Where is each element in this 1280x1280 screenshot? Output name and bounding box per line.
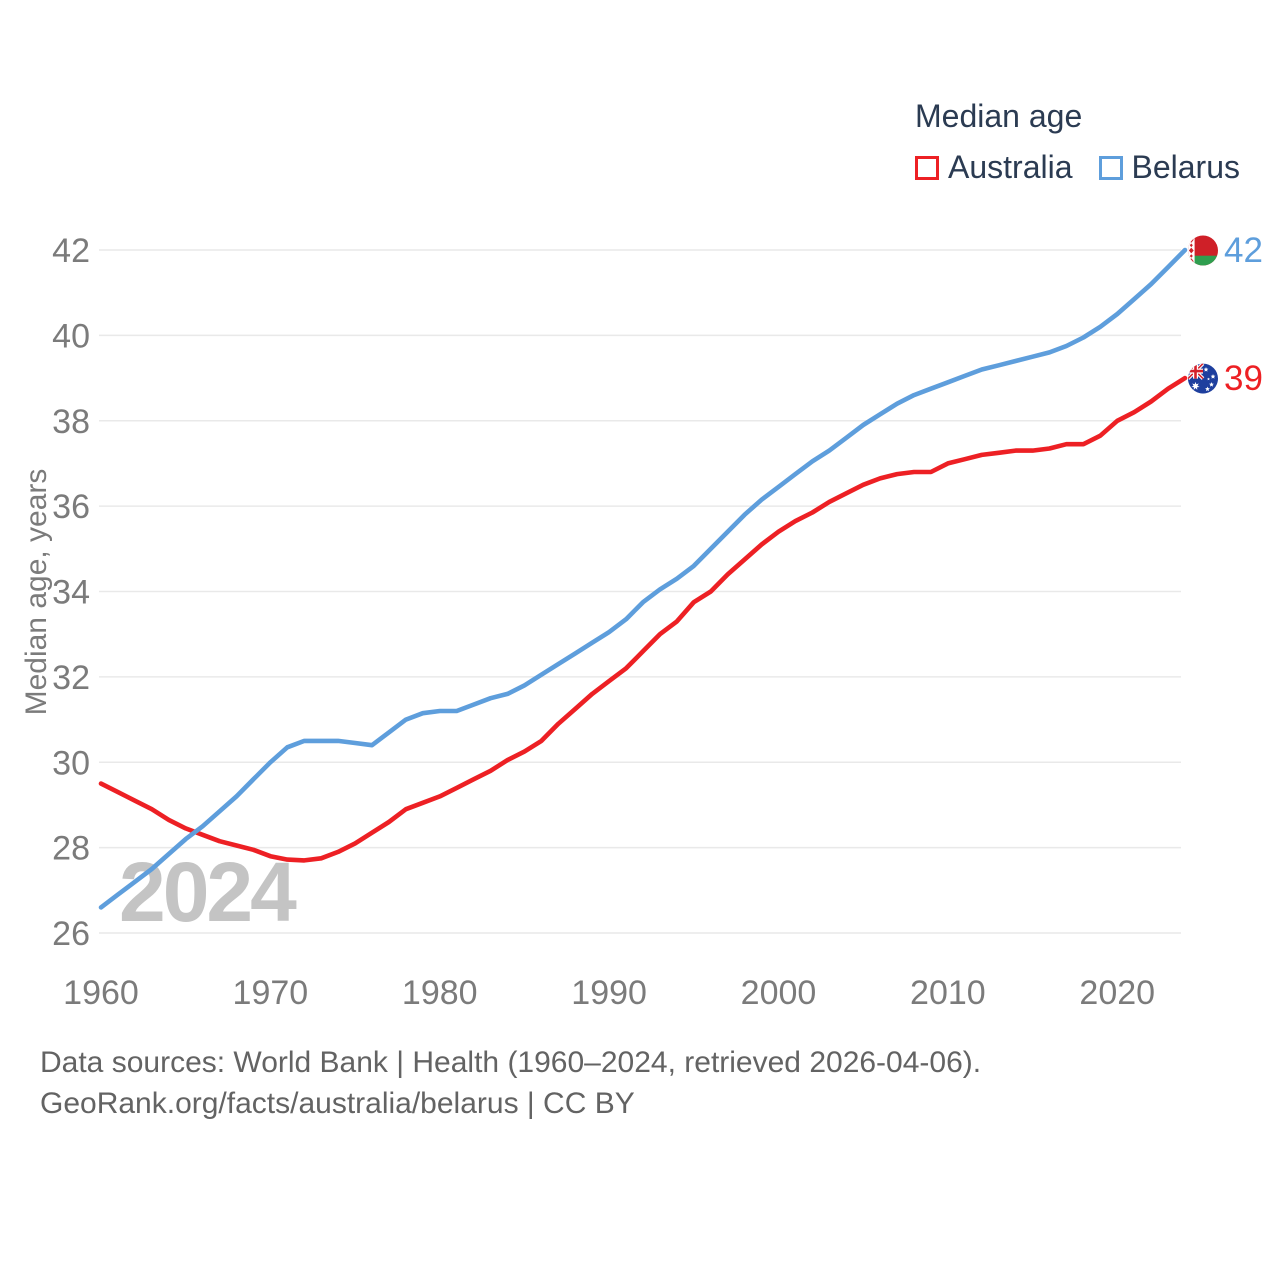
x-tick-1960: 1960 — [63, 974, 139, 1012]
legend: Median age Australia Belarus — [915, 98, 1240, 186]
legend-item-belarus-label: Belarus — [1131, 149, 1241, 185]
x-tick-2010: 2010 — [910, 974, 986, 1012]
x-tick-1990: 1990 — [571, 974, 647, 1012]
y-axis-title: Median age, years — [20, 469, 53, 716]
watermark-text: 2024 — [119, 845, 297, 939]
legend-item-belarus[interactable]: Belarus — [1098, 149, 1241, 186]
data-sources: Data sources: World Bank | Health (1960–… — [40, 1042, 981, 1124]
source-line-1: Data sources: World Bank | Health (1960–… — [40, 1046, 982, 1079]
series-lines — [98, 247, 1188, 910]
end-label-belarus: 42 — [1224, 231, 1263, 270]
y-tick-30: 30 — [52, 744, 90, 782]
y-tick-32: 32 — [52, 659, 90, 697]
australia-flag-stars — [1191, 367, 1216, 392]
x-tick-1980: 1980 — [402, 974, 478, 1012]
y-tick-42: 42 — [52, 232, 90, 270]
y-tick-26: 26 — [52, 915, 90, 953]
axis-labels: 26 28 30 32 34 36 38 40 42 1960 1970 1980 1990 2000 20… — [20, 232, 1155, 1012]
belarus-flag-green-band — [1188, 255, 1218, 266]
legend-item-australia[interactable]: Australia — [915, 149, 1073, 186]
end-value-labels: 39 42 — [1224, 231, 1263, 398]
series-line-belarus — [98, 247, 1188, 910]
x-tick-2000: 2000 — [741, 974, 817, 1012]
watermark-year: 2024 — [119, 845, 300, 939]
x-tick-2020: 2020 — [1079, 974, 1155, 1012]
australia-flag-union-jack — [1188, 363, 1205, 380]
legend-items: Australia Belarus — [915, 149, 1240, 186]
legend-item-australia-label: Australia — [948, 149, 1073, 185]
legend-title: Median age — [915, 98, 1083, 134]
belarus-swatch-icon — [1098, 155, 1123, 180]
y-tick-38: 38 — [52, 403, 90, 441]
y-tick-36: 36 — [52, 488, 90, 526]
gridlines — [99, 249, 1181, 934]
australia-swatch-icon — [915, 155, 939, 180]
source-line-2: GeoRank.org/facts/australia/belarus | CC… — [40, 1087, 635, 1120]
belarus-flag-icon — [1188, 235, 1218, 266]
end-label-australia: 39 — [1224, 359, 1263, 398]
y-tick-34: 34 — [52, 574, 90, 612]
series-line-australia — [98, 375, 1188, 863]
y-tick-40: 40 — [52, 317, 90, 355]
x-tick-1970: 1970 — [233, 974, 309, 1012]
australia-flag-icon — [1188, 363, 1218, 394]
y-tick-28: 28 — [52, 830, 90, 868]
